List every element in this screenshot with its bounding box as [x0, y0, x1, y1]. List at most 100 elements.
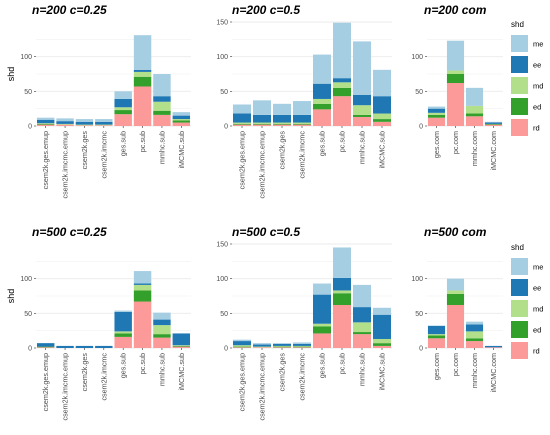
bar-ee: [293, 343, 311, 346]
bar-md: [373, 113, 391, 120]
bar-ed: [172, 120, 191, 123]
bar-ed: [273, 123, 291, 125]
bar-md: [172, 345, 191, 346]
bar-ee: [133, 283, 152, 285]
bar-me: [446, 278, 465, 291]
legend-key-ed: [511, 98, 528, 115]
bar-md: [133, 71, 152, 77]
x-tick-label: ges.sub: [119, 353, 128, 378]
bar-rd: [484, 347, 503, 348]
bar-rd: [253, 347, 271, 348]
y-tick-label: 0: [224, 124, 228, 131]
y-axis-label: shd: [6, 289, 16, 304]
bar-ee: [95, 121, 113, 125]
x-tick-label: pc.sub: [138, 353, 147, 374]
bar-ed: [293, 346, 311, 348]
bar-md: [353, 322, 371, 333]
x-tick-label: csem2k.ges: [80, 353, 89, 392]
x-tick-label: ges.com: [432, 353, 441, 380]
x-tick-label: pc.com: [451, 131, 460, 154]
bar-rd: [95, 125, 113, 126]
bar-rd: [273, 347, 291, 348]
x-tick-label: csem2k.ges: [80, 131, 89, 170]
bar-me: [273, 103, 291, 115]
bar-md: [427, 112, 446, 115]
bar-ed: [333, 87, 351, 97]
x-tick-label: csem2k.imcmc.emup: [61, 131, 70, 199]
bar-ed: [353, 332, 371, 335]
bar-ed: [465, 113, 484, 117]
bar-ee: [484, 122, 503, 124]
bar-md: [253, 346, 271, 348]
bar-ed: [233, 346, 251, 348]
x-tick-label: csem2k.ges: [278, 353, 287, 392]
bar-md: [56, 123, 74, 125]
bar-md: [465, 105, 484, 114]
bar-me: [133, 35, 152, 70]
bar-md: [273, 122, 291, 124]
panel-title: n=200 c=0.5: [232, 3, 300, 17]
x-tick-label: mmhc.sub: [157, 353, 166, 386]
legend-label-rd: rd: [533, 347, 540, 356]
legend-key-me: [511, 258, 528, 275]
bar-ee: [36, 119, 55, 124]
x-tick-label: csem2k.imcmc: [99, 353, 108, 401]
bar-me: [95, 119, 113, 122]
bar-rd: [446, 305, 465, 348]
bar-ee: [95, 345, 113, 348]
bar-ee: [313, 294, 331, 324]
bar-ed: [427, 114, 446, 118]
bar-rd: [313, 109, 331, 126]
bar-me: [293, 342, 311, 344]
x-tick-label: mmhc.sub: [358, 353, 367, 386]
bar-ee: [333, 277, 351, 291]
bar-rd: [36, 347, 55, 348]
bar-me: [373, 69, 391, 97]
x-tick-label: csem2k.imcmc.emup: [258, 131, 267, 199]
bar-md: [313, 323, 331, 327]
bar-rd: [293, 124, 311, 126]
bar-rd: [75, 125, 94, 126]
bar-rd: [373, 121, 391, 126]
bar-ee: [233, 341, 251, 346]
bar-rd: [36, 124, 55, 126]
bar-ee: [56, 345, 74, 348]
bar-rd: [446, 83, 465, 126]
bar-md: [153, 101, 171, 111]
x-tick-label: iMCMC.sub: [378, 131, 387, 169]
x-tick-label: pc.sub: [338, 353, 347, 374]
bar-me: [172, 112, 191, 116]
bar-me: [114, 310, 132, 312]
x-tick-label: csem2k.ges.emup: [41, 353, 50, 411]
bar-rd: [313, 333, 331, 348]
bar-ee: [465, 324, 484, 332]
bar-md: [114, 107, 132, 111]
y-tick-label: 0: [419, 124, 423, 131]
legend-label-ee: ee: [533, 284, 541, 293]
bar-rd: [427, 117, 446, 126]
bar-ee: [153, 96, 171, 102]
legend-key-ee: [511, 56, 528, 73]
y-tick-label: 100: [216, 276, 228, 283]
legend-label-ed: ed: [533, 103, 541, 112]
x-tick-label: mmhc.com: [470, 353, 479, 388]
x-tick-label: csem2k.imcmc: [298, 353, 307, 401]
bar-ed: [153, 334, 171, 338]
bar-ed: [373, 343, 391, 346]
bar-me: [333, 247, 351, 278]
bar-ee: [153, 319, 171, 326]
panel-0: n=200 c=0.25 shd 0 50 100 csem2k.ges.emup csem…: [6, 3, 191, 199]
panel-5: n=500 com 0 50 100 ges.com pc.com mmhc.com iMCM…: [411, 225, 503, 393]
panel-title: n=200 c=0.25: [32, 3, 107, 17]
bar-md: [172, 119, 191, 121]
bar-md: [114, 331, 132, 334]
bar-md: [293, 345, 311, 347]
bar-rd: [465, 116, 484, 126]
x-tick-label: iMCMC.sub: [177, 353, 186, 391]
legend-label-me: me: [533, 263, 543, 272]
legend-label-md: md: [533, 82, 543, 91]
bar-ee: [172, 333, 191, 346]
panel-title: n=500 c=0.5: [232, 225, 300, 239]
bar-ee: [75, 345, 94, 348]
